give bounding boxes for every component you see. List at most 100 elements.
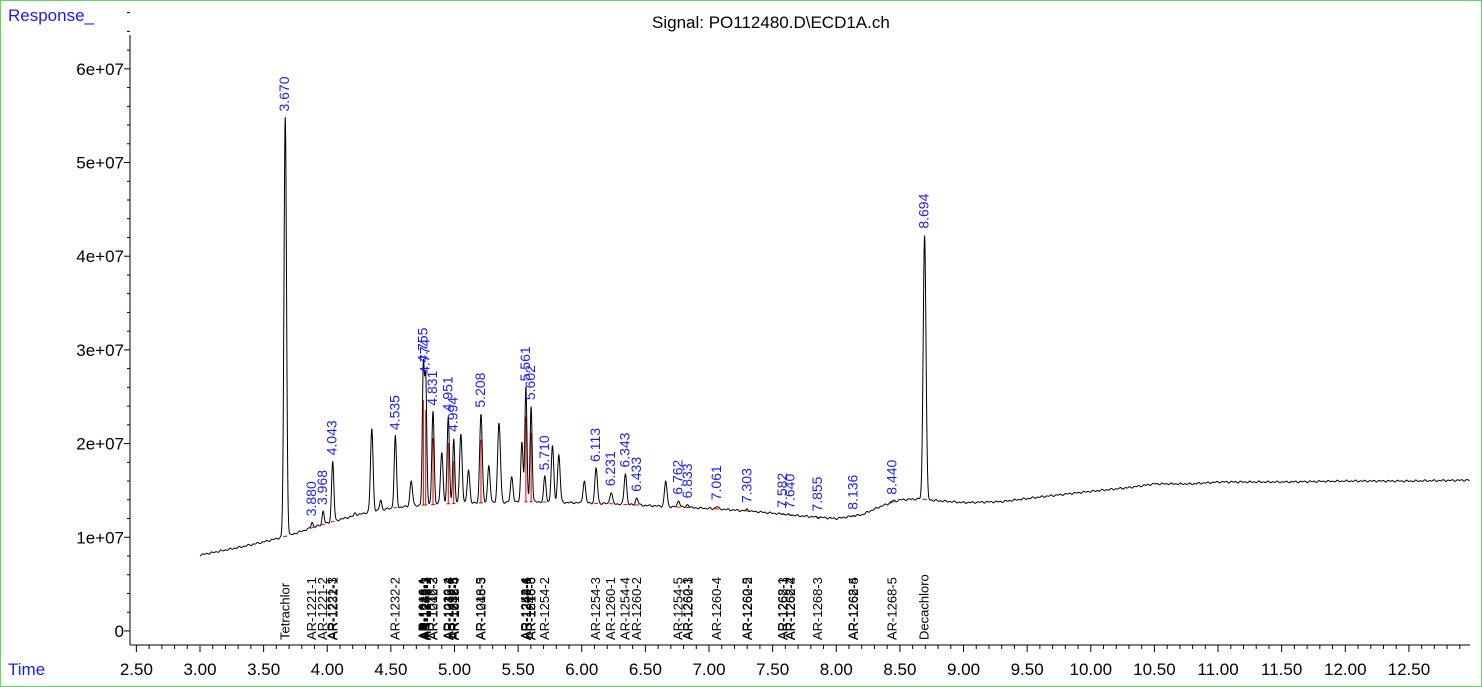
- x-tick-label: 12.00: [1324, 660, 1367, 679]
- compound-label: AR-1268-1: [775, 577, 790, 640]
- compound-label: AR-1242-4: [441, 577, 456, 640]
- compound-label: AR-1221-1: [304, 577, 319, 640]
- y-tick-label: 6e+07: [76, 60, 124, 79]
- peak-label: 5.208: [472, 372, 488, 407]
- x-tick-label: 10.50: [1133, 660, 1176, 679]
- peak-label: 8.136: [845, 474, 861, 509]
- compound-label: AR-1232-5: [446, 577, 461, 640]
- x-tick-label: 9.50: [1011, 660, 1044, 679]
- compound-label: AR-1268-4: [846, 577, 861, 640]
- compound-label: AR-1260-4: [709, 577, 724, 640]
- compound-label: AR-1260-3: [680, 577, 695, 640]
- peak-label: 6.113: [587, 428, 603, 462]
- compound-label: AR-1254-3: [588, 577, 603, 640]
- peak-label: 5.602: [522, 365, 538, 400]
- compound-label: Decachloro: [917, 574, 932, 640]
- compound-label: AR-1016-5: [473, 577, 488, 640]
- compound-label: Tetrachlor: [277, 582, 292, 640]
- compound-label: AR-1248-3: [474, 577, 489, 640]
- peak-label: 4.774: [417, 339, 433, 374]
- trace-layer: [199, 117, 1470, 557]
- x-axis-label: Time: [8, 660, 46, 679]
- peak-label: 6.433: [628, 457, 644, 492]
- x-tick-label: 7.00: [692, 660, 725, 679]
- compound-label: AR-1242-5: [446, 577, 461, 640]
- axes: 0 1e+07 2e+07 3e+07 4e+07 5e+07 6e+07 2.50 3.00 3…: [76, 12, 1470, 679]
- x-tick-label: 11.00: [1197, 660, 1238, 679]
- compound-label: AR-1254-1: [518, 577, 533, 640]
- y-tick-label: 4e+07: [76, 247, 124, 266]
- compound-label: AR-1242-6: [519, 577, 534, 640]
- x-tick-label: 6.50: [629, 660, 662, 679]
- x-tick-label: 8.50: [883, 660, 916, 679]
- peak-label: 3.968: [314, 470, 330, 505]
- compound-label: AR-1260-5: [740, 577, 755, 640]
- compound-label: AR-1016-6: [524, 577, 539, 640]
- compound-label: AR-1232-4: [440, 577, 455, 640]
- compound-label: AR-1016-2: [425, 577, 440, 640]
- compound-label: AR-1268-2: [782, 577, 797, 640]
- compound-label: AR-1262-2: [740, 577, 755, 640]
- compound-label: AR-1221-3: [325, 577, 340, 640]
- y-tick-label: 1e+07: [76, 528, 124, 547]
- peak-label: 3.670: [276, 76, 292, 111]
- peak-label: 7.855: [809, 476, 825, 511]
- compound-label: AR-1262-5: [846, 577, 861, 640]
- baseline-segment: [330, 520, 335, 523]
- peak-label: 4.951: [439, 376, 455, 411]
- x-tick-label: 9.00: [947, 660, 980, 679]
- x-tick-label: 2.50: [120, 660, 153, 679]
- y-axis-label: Response_: [8, 6, 95, 25]
- compound-label: AR-1262-1: [680, 577, 695, 640]
- peak-label: 4.831: [424, 370, 440, 405]
- peak-label: 6.231: [602, 451, 618, 486]
- compound-label: AR-1232-2: [387, 577, 402, 640]
- y-tick-label: 3e+07: [76, 341, 124, 360]
- peak-label: 8.440: [883, 459, 899, 494]
- compound-label: AR-1242-2: [418, 577, 433, 640]
- peak-label: 4.994: [445, 397, 461, 432]
- compound-label: AR-1262-4: [783, 577, 798, 640]
- x-tick-label: 5.00: [438, 660, 471, 679]
- compound-label: AR-1248-4: [518, 577, 533, 640]
- compound-label: AR-1262-3: [776, 577, 791, 640]
- peak-label: 4.043: [324, 420, 340, 455]
- compound-label: AR-1260-1: [603, 577, 618, 640]
- compound-label: AR-1254-2: [537, 577, 552, 640]
- chart-title: Signal: PO112480.D\ECD1A.ch: [652, 13, 890, 32]
- peak-label: 7.640: [781, 474, 797, 509]
- compound-label: AR-1016-3: [441, 577, 456, 640]
- peak-label: 6.833: [679, 463, 695, 498]
- compound-label: AR-1268-5: [884, 577, 899, 640]
- compound-label: AR-1248-2: [419, 577, 434, 640]
- baseline-segment: [310, 526, 314, 529]
- peak-label: 7.582: [774, 473, 790, 508]
- compound-label: AR-1016-1: [415, 577, 430, 640]
- x-tick-label: 7.50: [756, 660, 789, 679]
- peak-label: 5.710: [536, 435, 552, 470]
- y-tick-label: 2e+07: [76, 435, 124, 454]
- baseline-segment: [321, 523, 325, 526]
- compound-label: AR-1254-4: [617, 577, 632, 640]
- peak-label: 5.561: [517, 346, 533, 381]
- x-tick-label: 8.00: [820, 660, 853, 679]
- compound-label: AR-1268-3: [810, 577, 825, 640]
- compound-label: AR-1248-1: [417, 577, 432, 640]
- compound-label: AR-1232-1: [325, 577, 340, 640]
- x-tick-label: 4.50: [374, 660, 407, 679]
- peak-label: 4.755: [414, 327, 430, 362]
- baseline-segment: [283, 535, 288, 538]
- compound-label: AR-1254-5: [671, 577, 686, 640]
- compound-label: AR-1242-3: [426, 577, 441, 640]
- peak-label: 3.880: [303, 481, 319, 516]
- x-tick-label: 6.00: [565, 660, 598, 679]
- peak-label: 8.694: [916, 193, 932, 228]
- peak-label: 6.343: [616, 432, 632, 467]
- compound-label: AR-1242-1: [416, 577, 431, 640]
- x-tick-label: 10.00: [1070, 660, 1113, 679]
- peak-label: 7.061: [708, 465, 724, 500]
- baseline-segment: [889, 501, 895, 504]
- compound-label: AR-1221-2: [315, 577, 330, 640]
- compound-label: AR-1232-3: [418, 577, 433, 640]
- x-tick-label: 3.50: [247, 660, 280, 679]
